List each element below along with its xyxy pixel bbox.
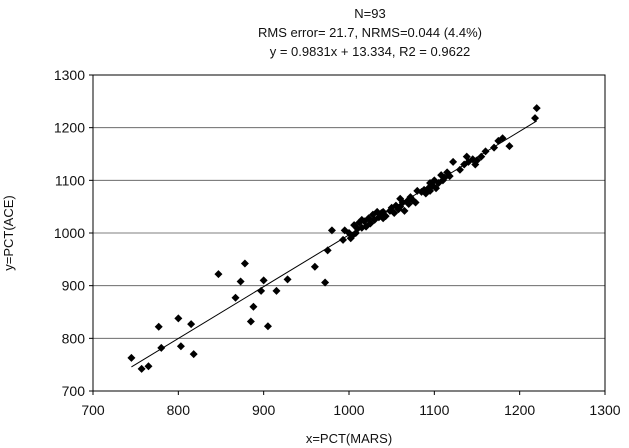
y-tick-label: 1300 <box>54 67 85 83</box>
data-point <box>189 350 198 359</box>
y-tick-label: 700 <box>62 383 86 399</box>
data-point <box>144 362 153 371</box>
data-point <box>272 286 281 295</box>
data-point <box>236 277 245 286</box>
x-axis-label: x=PCT(MARS) <box>306 431 392 446</box>
data-point <box>323 246 332 255</box>
data-point <box>327 226 336 235</box>
y-tick-label: 1200 <box>54 120 85 136</box>
data-point <box>505 142 514 151</box>
data-point <box>283 275 292 284</box>
data-point <box>321 278 330 287</box>
data-point <box>400 206 409 215</box>
x-tick-label: 900 <box>252 402 276 418</box>
data-point <box>231 293 240 302</box>
data-point <box>157 343 166 352</box>
data-point <box>413 186 422 195</box>
data-point <box>339 235 348 244</box>
data-point <box>426 178 435 187</box>
y-tick-label: 800 <box>62 330 86 346</box>
x-tick-label: 800 <box>167 402 191 418</box>
data-point <box>396 194 405 203</box>
data-point <box>246 317 255 326</box>
title-line-equation: y = 0.9831x + 13.334, R2 = 0.9622 <box>270 44 471 59</box>
data-point <box>154 322 163 331</box>
data-points <box>127 104 541 373</box>
title-line-n: N=93 <box>354 6 385 21</box>
y-axis-label: y=PCT(ACE) <box>1 195 16 270</box>
data-point <box>240 259 249 268</box>
data-point <box>174 314 183 323</box>
data-point <box>137 364 146 373</box>
data-point <box>259 276 268 285</box>
y-tick-label: 1000 <box>54 225 85 241</box>
data-point <box>357 215 366 224</box>
title-line-rms: RMS error= 21.7, NRMS=0.044 (4.4%) <box>258 25 482 40</box>
data-point <box>310 262 319 271</box>
data-point <box>532 104 541 113</box>
x-tick-label: 1200 <box>504 402 535 418</box>
data-point <box>411 198 420 207</box>
y-tick-label: 1100 <box>55 172 85 188</box>
data-point <box>490 143 499 152</box>
data-point <box>445 172 454 181</box>
x-axis-ticks: 700 800 900 1000 1100 1200 1300 <box>81 391 621 418</box>
x-tick-label: 700 <box>81 402 105 418</box>
chart-title: N=93 RMS error= 21.7, NRMS=0.044 (4.4%) … <box>258 6 482 59</box>
x-tick-label: 1000 <box>333 402 364 418</box>
data-point <box>449 157 458 166</box>
y-tick-label: 900 <box>62 278 86 294</box>
x-tick-label: 1300 <box>589 402 620 418</box>
x-tick-label: 1100 <box>419 402 449 418</box>
data-point <box>498 134 507 143</box>
data-point <box>176 342 185 351</box>
data-point <box>455 165 464 174</box>
data-point <box>531 114 540 123</box>
data-point <box>187 320 196 329</box>
data-point <box>477 152 486 161</box>
data-point <box>263 322 272 331</box>
data-point <box>481 147 490 156</box>
data-point <box>257 286 266 295</box>
data-point <box>127 353 136 362</box>
data-point <box>214 270 223 279</box>
data-point <box>249 302 258 311</box>
data-point <box>379 207 388 216</box>
y-axis-ticks: 700 800 900 1000 1100 1200 1300 <box>54 67 93 399</box>
